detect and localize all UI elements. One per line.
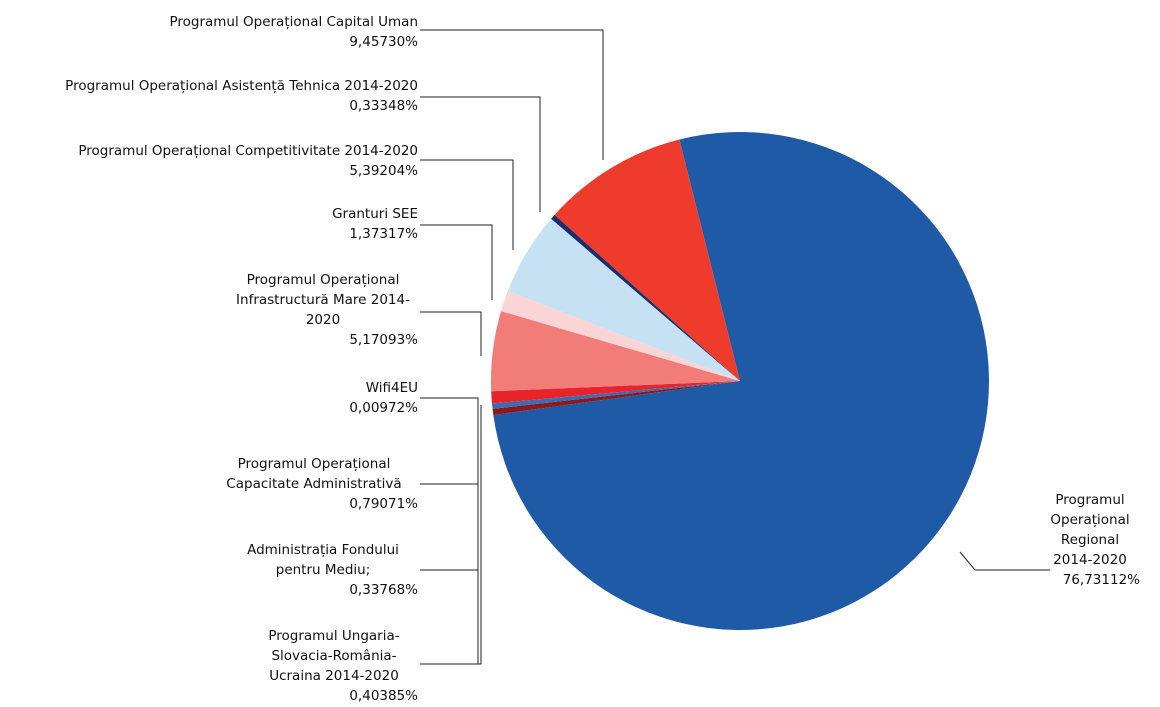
slice-label: Programul Operațional Competitivitate 20… — [0, 141, 418, 181]
pie-slice — [491, 381, 740, 392]
slice-name: Programul Operațional Regional 2014-2020 — [1050, 492, 1130, 568]
pie-slice — [491, 381, 740, 404]
slice-label: Administrația Fondului pentru Mediu; 0,33… — [228, 540, 418, 600]
leader-line — [959, 551, 1050, 571]
leader-line — [420, 159, 514, 250]
slice-name: Programul Operațional Capacitate Adminis… — [226, 456, 402, 492]
pie-slice — [491, 311, 740, 392]
slice-value: 0,40385% — [349, 688, 418, 704]
slice-label: Granturi SEE 1,37317% — [268, 204, 418, 244]
pie-slice — [554, 139, 740, 381]
leader-line — [420, 397, 479, 664]
pie-slice — [501, 290, 740, 381]
slice-value: 5,17093% — [349, 332, 418, 348]
slice-name: Granturi SEE — [332, 206, 418, 222]
slice-value: 76,73112% — [1062, 572, 1140, 588]
slice-label: Programul Ungaria-Slovacia-România-Ucrai… — [250, 626, 418, 706]
slice-name: Programul Operațional Asistență Tehnica … — [65, 78, 418, 94]
slice-label: Programul Operațional Asistență Tehnica … — [0, 76, 418, 116]
pie-slice — [493, 132, 989, 630]
leader-line — [420, 311, 482, 356]
pie-slice — [492, 381, 740, 416]
leader-line — [420, 96, 541, 212]
slice-name: Administrația Fondului pentru Mediu; — [247, 542, 399, 578]
slice-label: Programul Operațional Capacitate Adminis… — [210, 454, 418, 514]
slice-label: Programul Operațional Capital Uman 9,4573… — [100, 12, 418, 52]
slice-value: 9,45730% — [349, 34, 418, 50]
slice-value: 0,33768% — [349, 582, 418, 598]
slice-value: 1,37317% — [349, 226, 418, 242]
leader-line — [420, 405, 482, 665]
pie-slice — [551, 214, 740, 381]
slice-label: Programul Operațional Infrastructură Mar… — [228, 270, 418, 350]
slice-value: 5,39204% — [349, 163, 418, 179]
slice-name: Programul Operațional Capital Uman — [169, 14, 418, 30]
slice-label: Programul Operațional Regional 2014-2020… — [1040, 490, 1140, 590]
leader-line — [420, 29, 604, 160]
slice-value: 0,00972% — [349, 400, 418, 416]
leader-line — [420, 224, 493, 300]
slice-label: Wifi4EU 0,00972% — [218, 378, 418, 418]
pie-slice — [492, 381, 740, 409]
slice-value: 0,79071% — [349, 496, 418, 512]
slice-name: Programul Ungaria-Slovacia-România-Ucrai… — [268, 628, 400, 684]
slice-name: Wifi4EU — [365, 380, 418, 396]
pie-slice — [507, 218, 740, 381]
slice-value: 0,33348% — [349, 98, 418, 114]
slice-name: Programul Operațional Competitivitate 20… — [78, 143, 418, 159]
slice-name: Programul Operațional Infrastructură Mar… — [236, 272, 410, 328]
